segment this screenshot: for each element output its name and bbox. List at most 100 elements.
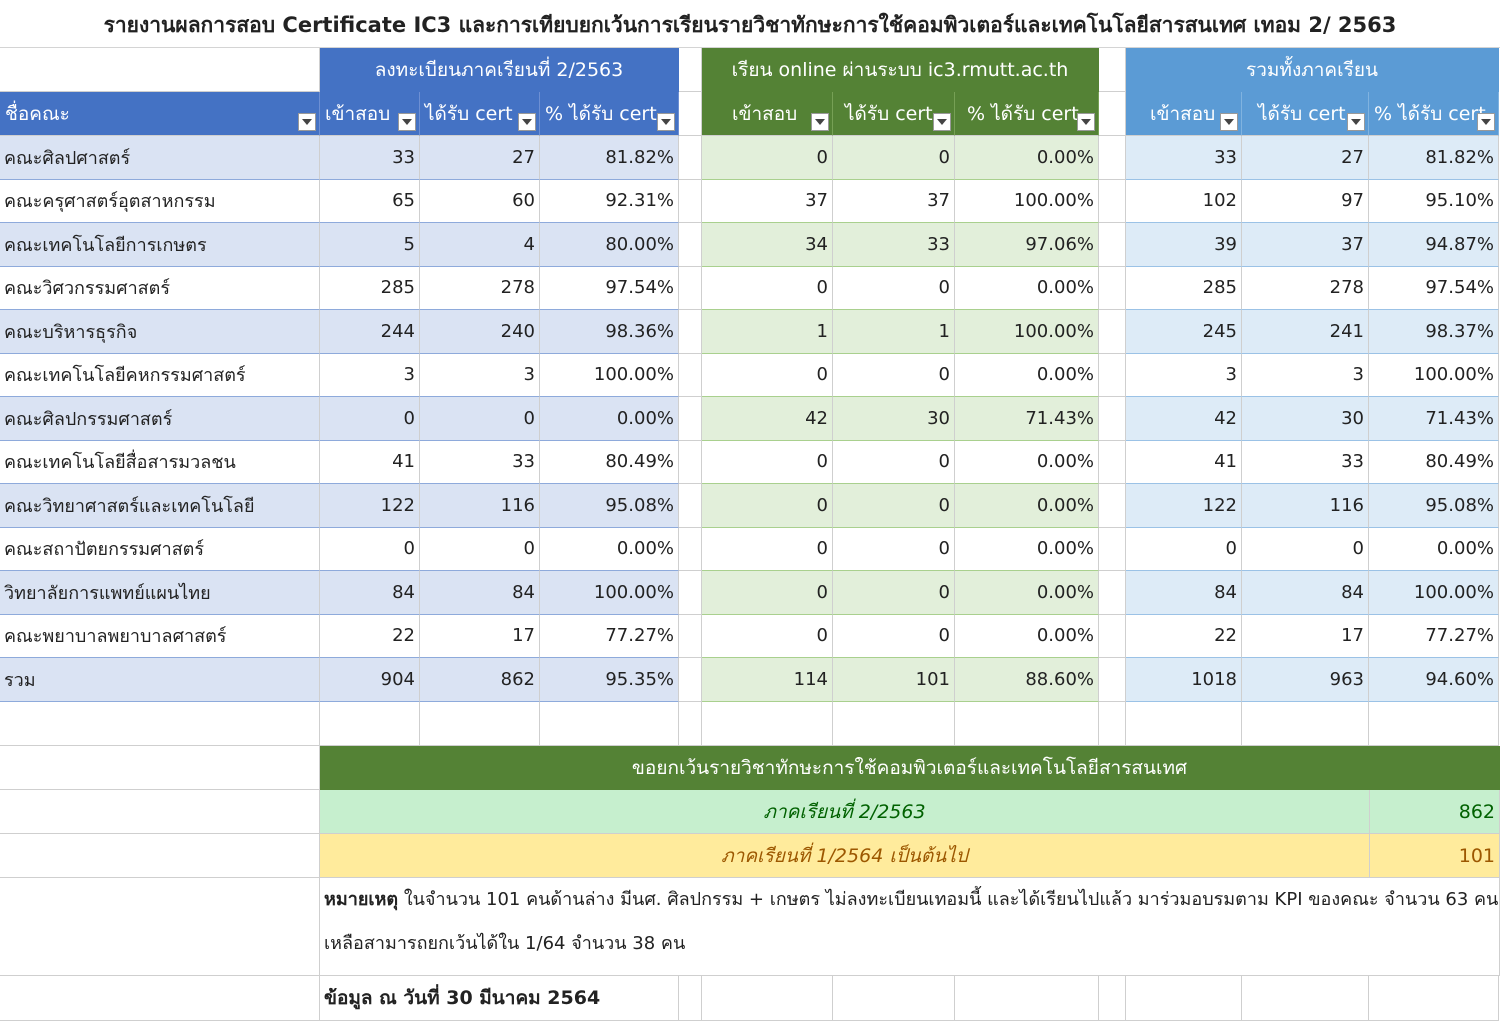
online-value-cell[interactable]: 100.00%	[955, 179, 1099, 223]
total-value-cell[interactable]: 41	[1126, 440, 1242, 484]
blank-cell[interactable]	[0, 702, 320, 746]
blank-cell[interactable]	[1099, 136, 1126, 180]
online-value-cell[interactable]: 33	[833, 223, 955, 267]
blank-cell[interactable]	[1099, 440, 1126, 484]
registered-value-cell[interactable]: 0	[320, 397, 420, 441]
faculty-name-cell[interactable]: คณะวิศวกรรมศาสตร์	[0, 266, 320, 310]
online-value-cell[interactable]: 0.00%	[955, 571, 1099, 615]
total-value-cell[interactable]: 122	[1126, 484, 1242, 528]
total-value-cell[interactable]: 278	[1242, 266, 1369, 310]
total-value-cell[interactable]: 97	[1242, 179, 1369, 223]
online-value-cell[interactable]: 100.00%	[955, 310, 1099, 354]
filter-dropdown-icon[interactable]	[1477, 113, 1495, 131]
registered-value-cell[interactable]: 244	[320, 310, 420, 354]
registered-value-cell[interactable]: 5	[320, 223, 420, 267]
online-value-cell[interactable]: 0.00%	[955, 440, 1099, 484]
total-value-cell[interactable]: 3	[1126, 353, 1242, 397]
registered-value-cell[interactable]: 0	[320, 527, 420, 571]
filter-dropdown-icon[interactable]	[657, 113, 675, 131]
blank-cell[interactable]	[1099, 658, 1126, 702]
total-value-cell[interactable]: 77.27%	[1369, 614, 1499, 658]
online-value-cell[interactable]: 0.00%	[955, 136, 1099, 180]
blank-cell[interactable]	[1099, 353, 1126, 397]
blank-cell[interactable]	[0, 834, 320, 878]
blank-cell[interactable]	[1099, 614, 1126, 658]
total-value-cell[interactable]: 39	[1126, 223, 1242, 267]
online-value-cell[interactable]: 0	[702, 266, 833, 310]
blank-cell[interactable]	[679, 484, 702, 528]
online-value-cell[interactable]: 0	[833, 266, 955, 310]
registered-value-cell[interactable]: 27	[420, 136, 540, 180]
online-value-cell[interactable]: 71.43%	[955, 397, 1099, 441]
online-value-cell[interactable]: 0	[702, 484, 833, 528]
filter-dropdown-icon[interactable]	[1077, 113, 1095, 131]
total-value-cell[interactable]: 95.10%	[1369, 179, 1499, 223]
blank-cell[interactable]	[1099, 48, 1126, 92]
online-value-cell[interactable]: 0	[833, 527, 955, 571]
total-value-cell[interactable]: 81.82%	[1369, 136, 1499, 180]
faculty-name-cell[interactable]: คณะเทคโนโลยีสื่อสารมวลชน	[0, 440, 320, 484]
online-value-cell[interactable]: 0	[833, 614, 955, 658]
online-value-cell[interactable]: 34	[702, 223, 833, 267]
online-value-cell[interactable]: 0.00%	[955, 353, 1099, 397]
registered-value-cell[interactable]: 65	[320, 179, 420, 223]
blank-cell[interactable]	[1126, 976, 1242, 1021]
blank-cell[interactable]	[1099, 976, 1126, 1021]
blank-cell[interactable]	[702, 702, 833, 746]
filter-dropdown-icon[interactable]	[1347, 113, 1365, 131]
total-value-cell[interactable]: 3	[1242, 353, 1369, 397]
online-value-cell[interactable]: 114	[702, 658, 833, 702]
registered-value-cell[interactable]: 84	[420, 571, 540, 615]
registered-value-cell[interactable]: 22	[320, 614, 420, 658]
blank-cell[interactable]	[679, 223, 702, 267]
registered-value-cell[interactable]: 122	[320, 484, 420, 528]
total-value-cell[interactable]: 102	[1126, 179, 1242, 223]
online-value-cell[interactable]: 0.00%	[955, 527, 1099, 571]
registered-value-cell[interactable]: 41	[320, 440, 420, 484]
blank-cell[interactable]	[955, 976, 1099, 1021]
registered-value-cell[interactable]: 240	[420, 310, 540, 354]
registered-value-cell[interactable]: 81.82%	[540, 136, 679, 180]
online-value-cell[interactable]: 0	[833, 440, 955, 484]
online-value-cell[interactable]: 101	[833, 658, 955, 702]
blank-cell[interactable]	[1099, 702, 1126, 746]
filter-dropdown-icon[interactable]	[518, 113, 536, 131]
total-value-cell[interactable]: 71.43%	[1369, 397, 1499, 441]
online-value-cell[interactable]: 0	[702, 527, 833, 571]
blank-cell[interactable]	[679, 310, 702, 354]
blank-cell[interactable]	[679, 397, 702, 441]
total-value-cell[interactable]: 95.08%	[1369, 484, 1499, 528]
registered-value-cell[interactable]: 285	[320, 266, 420, 310]
registered-value-cell[interactable]: 33	[320, 136, 420, 180]
online-value-cell[interactable]: 1	[702, 310, 833, 354]
registered-value-cell[interactable]: 0.00%	[540, 527, 679, 571]
blank-cell[interactable]	[1099, 92, 1126, 136]
total-value-cell[interactable]: 0	[1242, 527, 1369, 571]
total-value-cell[interactable]: 80.49%	[1369, 440, 1499, 484]
total-value-cell[interactable]: 33	[1242, 440, 1369, 484]
blank-cell[interactable]	[679, 136, 702, 180]
total-value-cell[interactable]: 241	[1242, 310, 1369, 354]
blank-cell[interactable]	[320, 702, 420, 746]
faculty-name-cell[interactable]: คณะครุศาสตร์อุตสาหกรรม	[0, 179, 320, 223]
registered-value-cell[interactable]: 100.00%	[540, 571, 679, 615]
faculty-name-cell[interactable]: รวม	[0, 658, 320, 702]
blank-cell[interactable]	[679, 440, 702, 484]
faculty-name-cell[interactable]: คณะวิทยาศาสตร์และเทคโนโลยี	[0, 484, 320, 528]
registered-value-cell[interactable]: 98.36%	[540, 310, 679, 354]
registered-value-cell[interactable]: 77.27%	[540, 614, 679, 658]
faculty-name-cell[interactable]: คณะศิลปศาสตร์	[0, 136, 320, 180]
registered-value-cell[interactable]: 100.00%	[540, 353, 679, 397]
blank-cell[interactable]	[679, 658, 702, 702]
total-value-cell[interactable]: 98.37%	[1369, 310, 1499, 354]
registered-value-cell[interactable]: 95.08%	[540, 484, 679, 528]
blank-cell[interactable]	[540, 702, 679, 746]
blank-cell[interactable]	[0, 976, 320, 1021]
online-value-cell[interactable]: 0	[702, 440, 833, 484]
blank-cell[interactable]	[1099, 223, 1126, 267]
filter-dropdown-icon[interactable]	[1220, 113, 1238, 131]
blank-cell[interactable]	[1099, 266, 1126, 310]
registered-value-cell[interactable]: 17	[420, 614, 540, 658]
blank-cell[interactable]	[679, 92, 702, 136]
blank-cell[interactable]	[679, 353, 702, 397]
